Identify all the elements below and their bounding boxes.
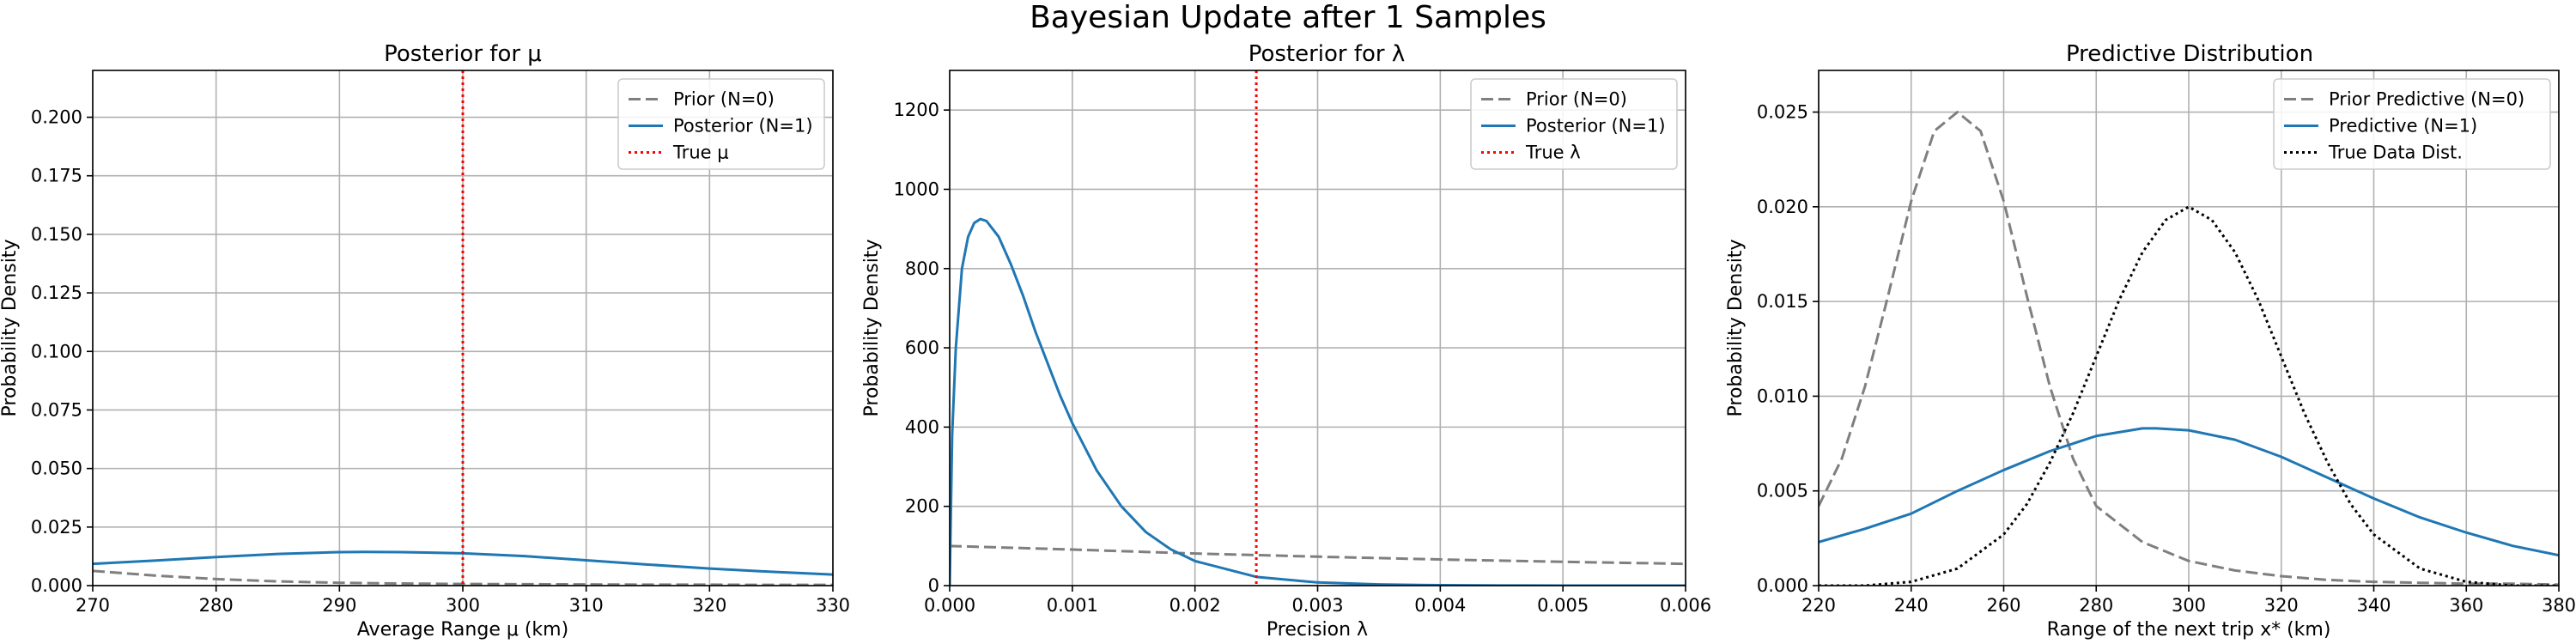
- y-ticks-mu: 0.000 0.025 0.050 0.075 0.100 0.125 0.150 0.175…: [31, 107, 93, 596]
- y-tick-label: 0: [928, 575, 939, 596]
- x-axis-label-mu: Average Range μ (km): [357, 619, 568, 641]
- y-tick-label: 400: [905, 416, 939, 437]
- x-ticks-lambda: 0.000 0.001 0.002 0.003 0.004 0.005 0.006: [924, 586, 1711, 616]
- series-line-1: [93, 569, 833, 586]
- series-line-2: [950, 217, 1686, 586]
- y-ticks-predictive: 0.000 0.005 0.010 0.015 0.020 0.025: [1757, 102, 1819, 596]
- legend-mu: Prior (N=0) Posterior (N=1) True μ: [617, 78, 825, 170]
- x-ticks-mu: 270 280 290 300 310 320 330: [76, 586, 850, 616]
- y-tick-label: 0.025: [31, 517, 82, 538]
- y-axis-label-predictive: Probability Density: [1725, 240, 1747, 417]
- series-lambda: [950, 217, 1686, 586]
- y-tick-label: 0.015: [1757, 291, 1808, 312]
- x-tick-label: 320: [692, 595, 726, 616]
- y-tick-label: 0.000: [1757, 575, 1808, 596]
- y-tick-label: 0.000: [31, 575, 82, 596]
- y-tick-label: 0.010: [1757, 386, 1808, 406]
- legend-label: Prior (N=0): [673, 89, 775, 110]
- x-axis-label-lambda: Precision λ: [1267, 619, 1368, 641]
- series-mu: [93, 550, 833, 586]
- x-tick-label: 220: [1801, 595, 1836, 616]
- y-axis-label-lambda: Probability Density: [861, 240, 883, 417]
- y-ticks-lambda: 0 200 400 600 800 1000 1200: [894, 100, 950, 596]
- subplot-posterior-mu: Posterior for μ 270 280 290 300 310 320 330 0.…: [0, 41, 850, 641]
- y-tick-label: 0.100: [31, 341, 82, 361]
- plot-title-predictive: Predictive Distribution: [2066, 41, 2313, 67]
- plot-title-mu: Posterior for μ: [384, 41, 542, 67]
- x-tick-label: 0.006: [1660, 595, 1711, 616]
- y-tick-label: 1000: [894, 179, 939, 199]
- y-tick-label: 0.175: [31, 166, 82, 186]
- series-line-2: [93, 550, 833, 576]
- y-tick-label: 1200: [894, 100, 939, 120]
- x-tick-label: 270: [76, 595, 110, 616]
- legend-label: Predictive (N=1): [2329, 116, 2477, 137]
- subplot-posterior-lambda: Posterior for λ 0.000 0.001 0.002 0.003 0.00…: [861, 41, 1711, 641]
- x-axis-label-predictive: Range of the next trip x* (km): [2047, 619, 2331, 641]
- legend-predictive: Prior Predictive (N=0) Predictive (N=1) Tr…: [2273, 78, 2551, 170]
- legend-label: True Data Dist.: [2328, 143, 2463, 163]
- series-predictive: [1819, 111, 2559, 586]
- x-tick-label: 0.005: [1537, 595, 1589, 616]
- x-tick-label: 0.003: [1291, 595, 1343, 616]
- x-tick-label: 320: [2264, 595, 2299, 616]
- legend-box: [1470, 78, 1678, 170]
- x-tick-label: 330: [816, 595, 850, 616]
- x-tick-label: 300: [446, 595, 480, 616]
- y-axis-label-mu: Probability Density: [0, 240, 21, 417]
- x-tick-label: 240: [1894, 595, 1929, 616]
- x-tick-label: 310: [569, 595, 604, 616]
- legend-box: [2273, 78, 2551, 170]
- subplot-predictive: Predictive Distribution 220 240 260 280 300 3…: [1725, 41, 2576, 641]
- y-tick-label: 0.200: [31, 107, 82, 128]
- x-tick-label: 280: [199, 595, 234, 616]
- plot-title-lambda: Posterior for λ: [1249, 41, 1406, 67]
- legend-label: True λ: [1525, 143, 1581, 163]
- y-tick-label: 0.150: [31, 224, 82, 245]
- x-tick-label: 280: [2079, 595, 2113, 616]
- legend-label: Posterior (N=1): [1526, 116, 1666, 137]
- x-tick-label: 340: [2356, 595, 2391, 616]
- x-tick-label: 360: [2449, 595, 2483, 616]
- y-tick-label: 0.005: [1757, 481, 1808, 501]
- legend-label: Prior Predictive (N=0): [2329, 89, 2524, 110]
- series-line-1: [950, 544, 1686, 566]
- y-tick-label: 0.020: [1757, 197, 1808, 217]
- legend-label: Prior (N=0): [1526, 89, 1627, 110]
- x-tick-label: 0.001: [1047, 595, 1098, 616]
- legend-label: True μ: [672, 143, 729, 163]
- x-ticks-predictive: 220 240 260 280 300 320 340 360 380: [1801, 586, 2576, 616]
- series-line-1: [1819, 111, 2559, 586]
- legend-lambda: Prior (N=0) Posterior (N=1) True λ: [1470, 78, 1678, 170]
- x-tick-label: 290: [322, 595, 356, 616]
- y-tick-label: 0.025: [1757, 102, 1808, 123]
- y-tick-label: 600: [905, 337, 939, 358]
- x-tick-label: 0.002: [1170, 595, 1221, 616]
- figure-suptitle: Bayesian Update after 1 Samples: [1030, 0, 1546, 35]
- x-tick-label: 260: [1986, 595, 2020, 616]
- y-tick-label: 0.075: [31, 399, 82, 420]
- y-tick-label: 200: [905, 496, 939, 517]
- y-tick-label: 0.050: [31, 459, 82, 479]
- legend-box: [617, 78, 825, 170]
- y-tick-label: 800: [905, 258, 939, 279]
- x-tick-label: 0.000: [924, 595, 975, 616]
- x-tick-label: 380: [2542, 595, 2576, 616]
- legend-label: Posterior (N=1): [673, 116, 813, 137]
- series-line-3: [1819, 205, 2559, 586]
- x-tick-label: 300: [2172, 595, 2206, 616]
- y-tick-label: 0.125: [31, 283, 82, 303]
- series-line-2: [1819, 427, 2559, 557]
- x-tick-label: 0.004: [1414, 595, 1466, 616]
